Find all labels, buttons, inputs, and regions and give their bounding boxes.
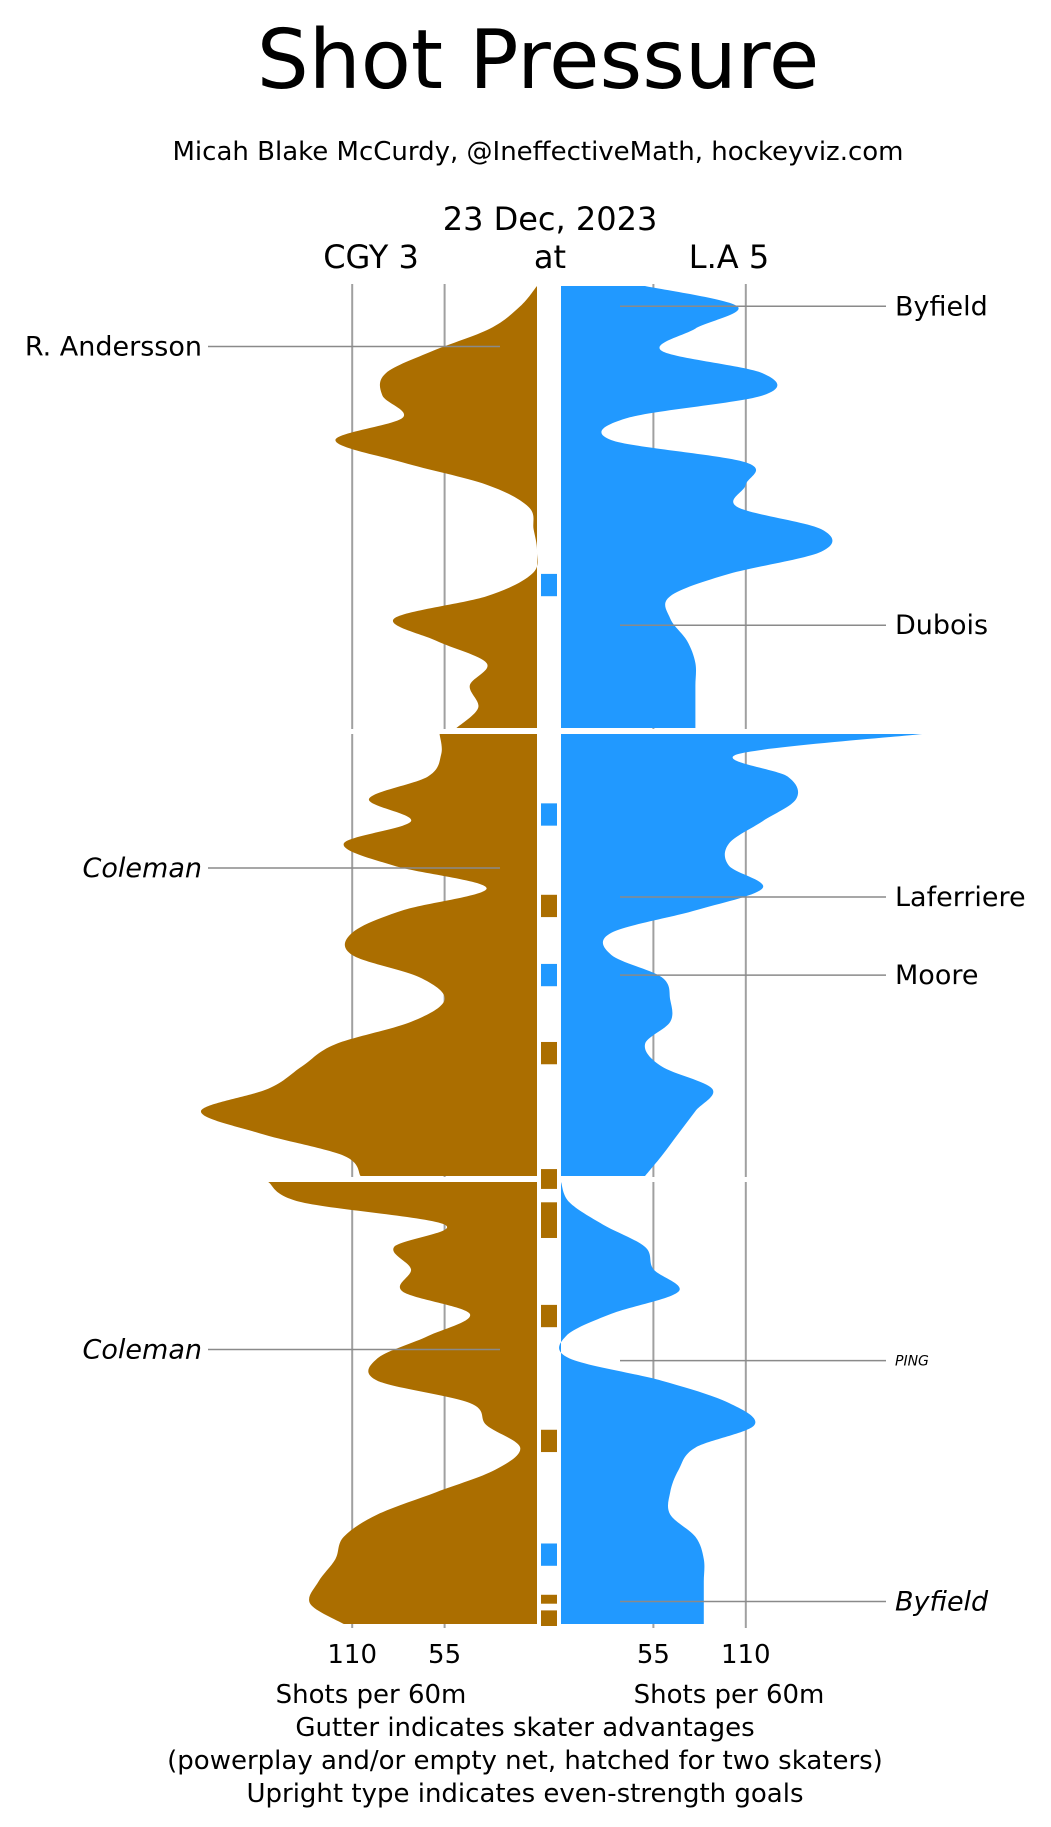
- gutter-bar-cgy: [541, 1429, 557, 1453]
- footer-note-upright: Upright type indicates even-strength goa…: [246, 1779, 803, 1809]
- gutter-bar-cgy: [541, 1202, 557, 1238]
- footer-note-hatched: (powerplay and/or empty net, hatched for…: [167, 1746, 883, 1776]
- gutter-bar-cgy: [541, 1610, 557, 1626]
- away-axis-label: Shots per 60m: [276, 1680, 467, 1710]
- away-pressure-area-period-2: [200, 734, 537, 1176]
- away-pressure-area-period-1: [335, 286, 538, 728]
- game-date: 23 Dec, 2023: [443, 200, 658, 238]
- period-separator-2: [300, 1177, 920, 1182]
- x-tick-labels: 110 110 55 55: [327, 1640, 770, 1670]
- at-label: at: [534, 238, 566, 276]
- home-team-label: L.A 5: [689, 238, 769, 276]
- gutter-bar-la: [541, 963, 557, 987]
- gutter-bar-cgy: [541, 894, 557, 918]
- gutter-bar-cgy: [541, 1041, 557, 1065]
- gutter-bar-cgy: [541, 1594, 557, 1604]
- goal-label: Byfield: [895, 1586, 989, 1617]
- goal-annotations: Byfield R. Andersson Dubois Coleman Laferrie…: [25, 291, 1026, 1617]
- chart-title: Shot Pressure: [257, 13, 820, 108]
- gutter-bar-la: [541, 803, 557, 826]
- away-pressure-area-period-3: [268, 1182, 537, 1624]
- home-pressure-area-period-1: [561, 286, 833, 728]
- chart-byline: Micah Blake McCurdy, @IneffectiveMath, h…: [173, 137, 904, 167]
- home-x-tick-label: 110: [721, 1640, 771, 1670]
- gutter-bar-cgy: [541, 1304, 557, 1328]
- home-x-tick-label: 55: [637, 1640, 670, 1670]
- gutter-bar-la: [541, 573, 557, 597]
- goal-label: Laferriere: [895, 882, 1026, 913]
- goal-label: Coleman: [83, 1334, 202, 1365]
- goal-label: Dubois: [895, 610, 988, 641]
- pressure-areas: [200, 286, 923, 1624]
- away-x-tick-label: 110: [327, 1640, 377, 1670]
- goal-label: Coleman: [83, 853, 202, 884]
- home-axis-label: Shots per 60m: [634, 1680, 825, 1710]
- period-separator-1: [300, 729, 920, 734]
- gutter-bars: [541, 573, 557, 1626]
- goal-label: Moore: [895, 960, 978, 991]
- home-pressure-area-period-2: [561, 734, 923, 1176]
- footer-note-gutter: Gutter indicates skater advantages: [295, 1713, 754, 1743]
- goal-label: Byfield: [895, 291, 988, 322]
- away-x-tick-label: 55: [428, 1640, 461, 1670]
- away-team-label: CGY 3: [323, 238, 419, 276]
- goal-label: R. Andersson: [25, 331, 202, 362]
- gutter-bar-cgy: [541, 1169, 557, 1189]
- home-pressure-area-period-3: [559, 1182, 756, 1624]
- gutter-bar-la: [541, 1543, 557, 1566]
- goal-label: PING: [895, 1354, 929, 1370]
